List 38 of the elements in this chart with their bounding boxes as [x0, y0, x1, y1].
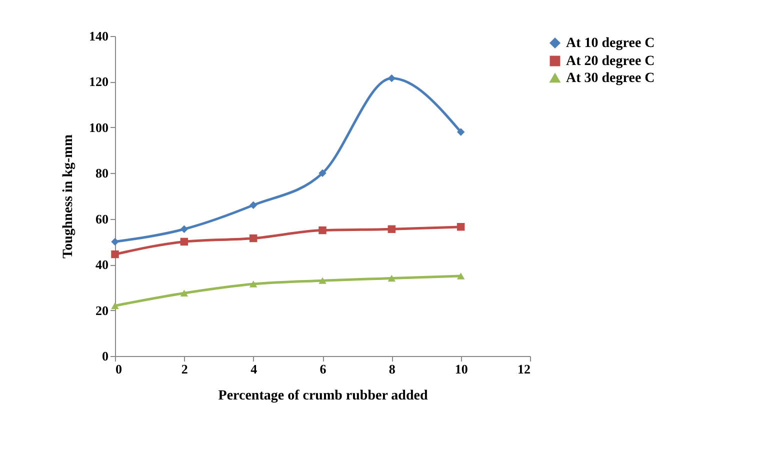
y-tick-label: 0 [102, 348, 108, 364]
point [111, 250, 119, 258]
point [249, 234, 258, 242]
point [180, 290, 188, 296]
point [111, 302, 119, 310]
point [249, 201, 258, 210]
y-tick-label: 120 [89, 74, 108, 90]
x-tick-label: 2 [181, 362, 188, 376]
y-axis-title: Toughness in kg-mm [61, 134, 76, 258]
y-tick-label: 20 [96, 302, 108, 318]
point [318, 169, 326, 178]
y-tick-label: 40 [96, 257, 108, 272]
x-axis-title: Percentage of crumb rubber added [218, 388, 428, 404]
legend-label: At 10 degree C [566, 36, 655, 51]
x-tick-label: 10 [454, 362, 468, 376]
y-tick-label: 140 [89, 28, 108, 44]
y-tick-label: 60 [96, 211, 108, 226]
x-tick-label: 8 [388, 362, 396, 376]
legend-label: At 30 degree C [566, 71, 655, 86]
point [180, 225, 188, 234]
x-tick-label: 6 [320, 362, 327, 376]
point [318, 226, 326, 234]
x-tick-label: 12 [518, 362, 530, 376]
point [456, 128, 465, 136]
point [456, 272, 465, 280]
point [249, 280, 258, 288]
y-tick-label: 80 [96, 166, 108, 181]
x-tick-label: 0 [116, 362, 122, 376]
point [388, 225, 396, 234]
point [111, 238, 119, 246]
point [388, 274, 396, 282]
x-tick-label: 4 [250, 362, 258, 376]
legend-label: At 20 degree C [566, 54, 655, 69]
point [388, 74, 396, 82]
y-tick-label: 100 [89, 120, 108, 135]
point [456, 222, 465, 231]
point [180, 238, 188, 246]
point [318, 277, 326, 284]
